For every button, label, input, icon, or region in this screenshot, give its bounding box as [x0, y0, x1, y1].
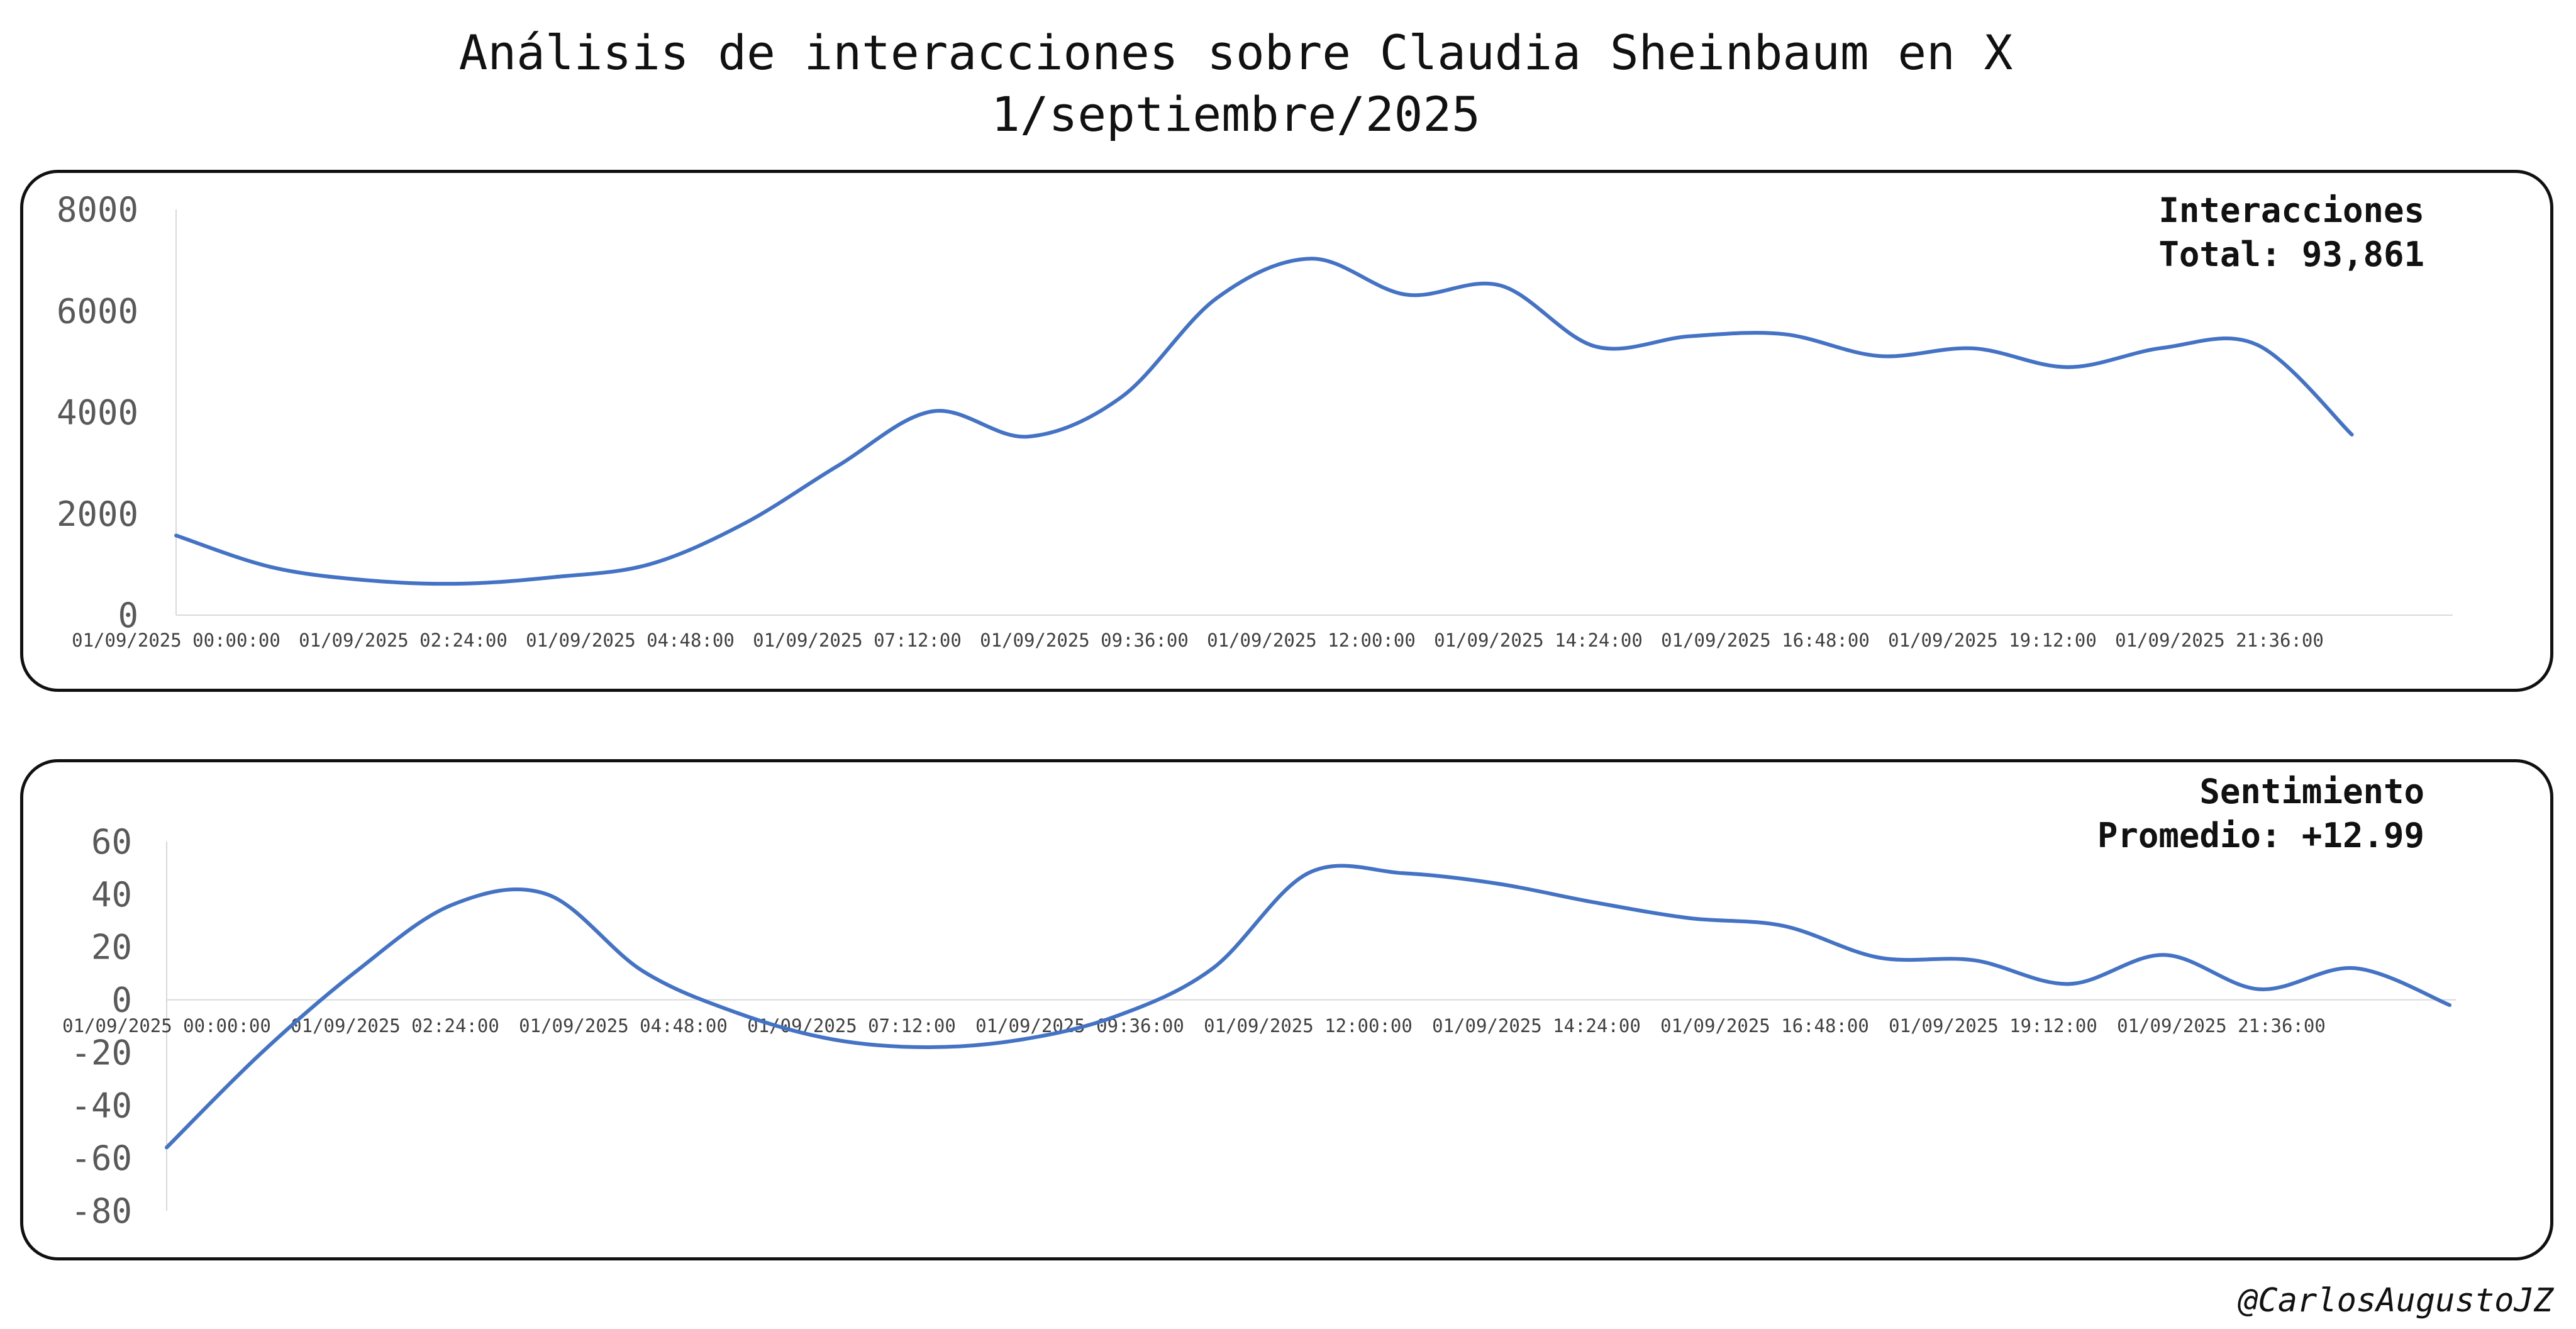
interactions-chart-panel: 0 2000 4000 6000 8000 01/09/2025 00:00:00 01/0… [20, 170, 2553, 692]
y-tick-label: 40 [91, 875, 132, 915]
y-tick-label: 6000 [57, 291, 138, 331]
y-tick-label: -80 [70, 1191, 132, 1231]
x-tick-label: 01/09/2025 00:00:00 [72, 630, 280, 651]
x-tick-label: 01/09/2025 21:36:00 [2115, 630, 2324, 651]
y-tick-label: -60 [70, 1138, 132, 1178]
sentiment-label-title: Sentimiento [2199, 772, 2424, 811]
x-tick-label: 01/09/2025 07:12:00 [753, 630, 962, 651]
x-tick-label: 01/09/2025 14:24:00 [1432, 1015, 1641, 1037]
author-watermark: @CarlosAugustoJZ [2238, 1282, 2553, 1320]
y-tick-label: 0 [118, 596, 138, 635]
y-tick-label: 4000 [57, 393, 138, 433]
y-tick-label: 60 [91, 822, 132, 862]
x-tick-label: 01/09/2025 02:24:00 [299, 630, 508, 651]
sentiment-label: Sentimiento Promedio: +12.99 [2097, 770, 2424, 858]
y-tick-label: 20 [91, 928, 132, 967]
y-tick-label: -40 [70, 1086, 132, 1125]
interactions-label-title: Interacciones [2158, 191, 2424, 230]
x-tick-label: 01/09/2025 12:00:00 [1204, 1015, 1413, 1037]
interactions-label: Interacciones Total: 93,861 [2158, 189, 2424, 277]
x-tick-label: 01/09/2025 16:48:00 [1661, 630, 1870, 651]
x-tick-label: 01/09/2025 02:24:00 [291, 1015, 499, 1037]
x-tick-label: 01/09/2025 00:00:00 [62, 1015, 271, 1037]
x-tick-label: 01/09/2025 04:48:00 [526, 630, 735, 651]
y-tick-label: 0 [111, 981, 132, 1020]
sentiment-label-average: Promedio: +12.99 [2097, 816, 2424, 855]
x-tick-label: 01/09/2025 16:48:00 [1660, 1015, 1869, 1037]
x-tick-label: 01/09/2025 12:00:00 [1207, 630, 1416, 651]
interactions-line-chart: 0 2000 4000 6000 8000 01/09/2025 00:00:00 01/0… [57, 190, 2453, 651]
x-tick-label: 01/09/2025 14:24:00 [1434, 630, 1643, 651]
x-tick-label: 01/09/2025 21:36:00 [2117, 1015, 2326, 1037]
series-line [165, 864, 2451, 1150]
x-tick-label: 01/09/2025 04:48:00 [519, 1015, 728, 1037]
series-line [174, 257, 2354, 586]
y-tick-label: 2000 [57, 494, 138, 534]
x-tick-label: 01/09/2025 09:36:00 [980, 630, 1189, 651]
x-tick-label: 01/09/2025 19:12:00 [1888, 630, 2097, 651]
y-tick-label: -20 [70, 1033, 132, 1072]
title-line-1: Análisis de interacciones sobre Claudia … [458, 25, 2013, 81]
sentiment-line-chart: -80 -60 -40 -20 0 20 40 60 01/09/2025 00:00:00 01… [62, 822, 2456, 1231]
title-line-2: 1/septiembre/2025 [991, 86, 1480, 142]
interactions-label-total: Total: 93,861 [2158, 235, 2424, 274]
sentiment-chart-panel: -80 -60 -40 -20 0 20 40 60 01/09/2025 00:00:00 01… [20, 759, 2553, 1260]
x-tick-label: 01/09/2025 19:12:00 [1889, 1015, 2097, 1037]
y-tick-label: 8000 [57, 190, 138, 230]
